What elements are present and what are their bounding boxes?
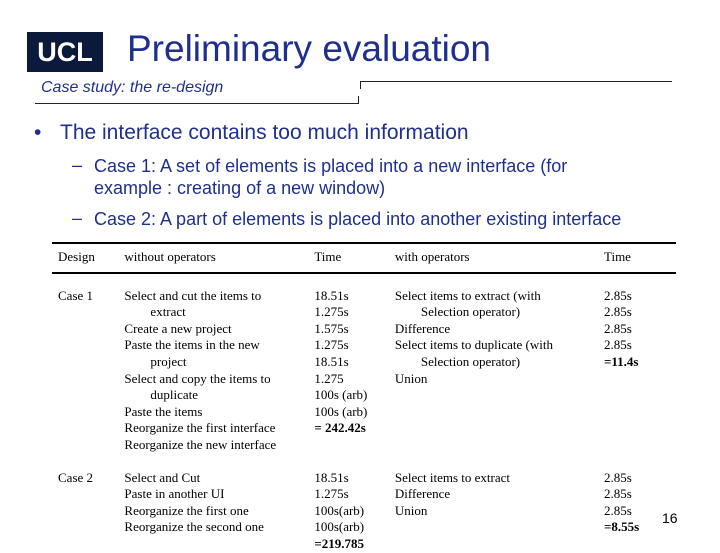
cell-line: project — [150, 353, 187, 369]
table-row: Case 1 Select and cut the items to extract… — [52, 273, 676, 454]
cell-line: 1.275s — [314, 304, 349, 320]
cell-with-operators: Select items to extract (with Selection o… — [395, 273, 604, 454]
sub-bullet-2: – Case 2: A part of elements is placed i… — [72, 208, 712, 230]
cell-line: Select and Cut — [124, 469, 201, 485]
cell-line: 100s(arb) — [314, 519, 365, 535]
cell-without-operators: Select and cut the items to extract Create… — [124, 273, 314, 454]
cell-line: Union — [394, 370, 428, 386]
cell-line: Reorganize the second one — [124, 519, 264, 535]
cell-line: 1.275s — [314, 486, 349, 502]
cell-line: 2.85s — [603, 502, 632, 518]
cell-design: Case 2 — [58, 469, 94, 485]
subtitle-rule-tick — [358, 96, 359, 104]
cell-time-with: 2.85s 2.85s 2.85s =8.55s — [604, 454, 676, 553]
cell-line: Paste in another UI — [124, 486, 225, 502]
cell-line: 2.85s — [603, 287, 632, 303]
cell-line: Select and cut the items to — [124, 287, 262, 303]
cell-line: Difference — [394, 486, 451, 502]
cell-time-without: 18.51s 1.275s 1.575s 1.275s 18.51s 1.275 100s … — [314, 273, 395, 454]
cell-line: Reorganize the first interface — [124, 420, 276, 436]
cell-line: 2.85s — [603, 304, 632, 320]
cell-line: 2.85s — [603, 486, 632, 502]
cell-line: 1.275s — [314, 337, 349, 353]
cell-line: Reorganize the first one — [124, 502, 249, 518]
cell-line: duplicate — [150, 387, 199, 403]
cell-without-operators: Select and Cut Paste in another UI Reorgan… — [124, 454, 314, 553]
cell-line: 2.85s — [603, 337, 632, 353]
cell-line: 1.275 — [314, 370, 344, 386]
main-bullet: • The interface contains too much informa… — [34, 121, 469, 145]
cell-line: 18.51s — [314, 287, 349, 303]
ucl-logo: UCL — [27, 32, 103, 72]
bullet-dot: • — [34, 121, 42, 144]
cell-line: Selection operator) — [420, 304, 521, 320]
cell-line: Select items to extract (with — [394, 287, 541, 303]
cell-line: Union — [394, 502, 428, 518]
cell-time-with: 2.85s 2.85s 2.85s 2.85s =11.4s — [604, 273, 676, 454]
cell-line: 100s(arb) — [314, 502, 365, 518]
cell-line: 18.51s — [314, 353, 349, 369]
cell-line: 18.51s — [314, 469, 349, 485]
cell-line: Select items to extract — [394, 469, 511, 485]
cell-line: = 242.42s — [314, 420, 366, 436]
cell-line: Paste the items — [124, 403, 203, 419]
title-rule-left-tick — [360, 81, 361, 89]
cell-line: =219.785 — [314, 535, 364, 551]
comparison-table: Design without operators Time with opera… — [52, 242, 676, 553]
title-rule-right — [360, 81, 672, 82]
header-time: Time — [603, 242, 676, 274]
cell-line: Reorganize the new interface — [124, 436, 277, 452]
cell-line: Selection operator) — [420, 353, 521, 369]
table-header-row: Design without operators Time with opera… — [52, 242, 676, 274]
header-design: Design — [52, 242, 125, 274]
cell-design: Case 1 — [58, 287, 94, 303]
header-without-operators: without operators — [124, 242, 315, 274]
cell-line: Create a new project — [124, 320, 232, 336]
cell-line: Select and copy the items to — [124, 370, 271, 386]
sub-bullet-text: Case 1: A set of elements is placed into… — [94, 156, 568, 198]
header-with-operators: with operators — [394, 242, 604, 274]
sub-bullet-dash: – — [72, 208, 83, 228]
sub-bullet-dash: – — [72, 155, 83, 175]
cell-line: extract — [150, 304, 186, 320]
cell-line: 100s (arb) — [314, 403, 368, 419]
page-number: 16 — [662, 510, 678, 526]
cell-line: Select items to duplicate (with — [394, 337, 553, 353]
cell-time-without: 18.51s 1.275s 100s(arb) 100s(arb) =219.785 — [314, 454, 395, 553]
cell-line: Paste the items in the new — [124, 337, 260, 353]
cell-line: =11.4s — [603, 353, 639, 369]
cell-with-operators: Select items to extract Difference Union — [395, 454, 604, 553]
subtitle-rule — [35, 103, 359, 104]
sub-bullet-text: Case 2: A part of elements is placed int… — [94, 209, 622, 229]
cell-line: =8.55s — [603, 519, 640, 535]
slide-title: Preliminary evaluation — [127, 28, 492, 69]
table-row: Case 2 Select and Cut Paste in another UI R… — [52, 454, 676, 553]
cell-line: 100s (arb) — [314, 387, 368, 403]
cell-line: 2.85s — [603, 469, 632, 485]
cell-line: 2.85s — [603, 320, 632, 336]
cell-line: 1.575s — [314, 320, 349, 336]
header-time: Time — [314, 242, 395, 274]
slide-subtitle: Case study: the re-design — [41, 79, 224, 96]
main-bullet-text: The interface contains too much informat… — [60, 121, 469, 144]
sub-bullet-1: – Case 1: A set of elements is placed in… — [72, 155, 632, 199]
cell-line: Difference — [394, 320, 451, 336]
